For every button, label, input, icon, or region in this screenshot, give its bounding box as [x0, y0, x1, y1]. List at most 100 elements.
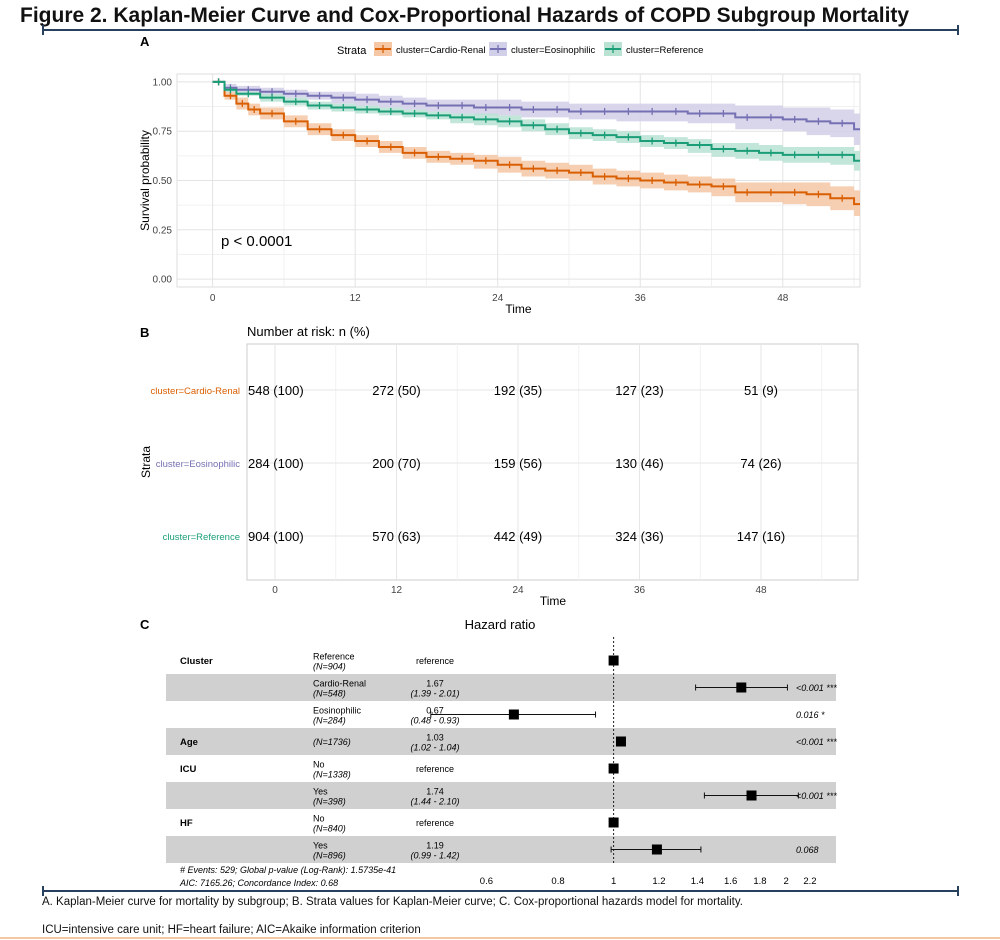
km-curve-eos [212, 80, 860, 131]
forest-n-label: (N=840) [313, 824, 346, 834]
forest-ci: (1.39 - 2.01) [410, 689, 459, 699]
forest-estimate: 1.67 [426, 679, 444, 689]
forest-p-value: 0.068 [796, 845, 819, 855]
top-rule [43, 29, 958, 31]
forest-n-label: (N=284) [313, 716, 346, 726]
forest-x-tick-label: 1.8 [753, 876, 766, 887]
km-x-axis-title: Time [505, 302, 532, 316]
km-y-tick-label: 0.50 [153, 176, 173, 187]
panel-label-c: C [140, 617, 150, 632]
risk-cell: 200 (70) [372, 456, 420, 471]
km-y-tick-label: 1.00 [153, 77, 173, 88]
caption-panels: A. Kaplan-Meier curve for mortality by s… [42, 896, 743, 908]
km-legend-label-cardio: cluster=Cardio-Renal [396, 45, 486, 56]
panel-label-a: A [140, 34, 150, 49]
forest-level-label: Cardio-Renal [313, 679, 366, 689]
risk-cell: 147 (16) [737, 529, 785, 544]
forest-row-band [166, 728, 836, 755]
forest-level-label: No [313, 760, 325, 770]
forest-n-label: (N=904) [313, 662, 346, 672]
forest-footnote-aic: AIC: 7165.26; Concordance Index: 0.68 [179, 878, 338, 888]
km-y-tick-label: 0.00 [153, 275, 173, 286]
forest-level-label: Yes [313, 841, 328, 851]
forest-x-tick-label: 2 [784, 876, 789, 887]
figure-title: Figure 2. Kaplan-Meier Curve and Cox-Pro… [20, 4, 910, 27]
km-p-value-annotation: p < 0.0001 [221, 233, 292, 250]
top-rule-right-cap [957, 25, 959, 35]
risk-table-area [246, 343, 859, 581]
forest-n-label: (N=1736) [313, 737, 351, 747]
km-curve-ref [212, 80, 860, 162]
forest-p-value: <0.001 *** [796, 683, 837, 693]
forest-level-label: No [313, 814, 325, 824]
forest-x-tick-label: 1 [611, 876, 616, 887]
risk-cell: 548 (100) [248, 383, 304, 398]
forest-ci: (0.48 - 0.93) [410, 716, 459, 726]
forest-estimate: reference [416, 764, 454, 774]
risk-cell: 192 (35) [494, 383, 542, 398]
forest-x-tick-label: 1.6 [724, 876, 737, 887]
forest-x-tick-label: 0.6 [480, 876, 493, 887]
km-ci-band-cardio [212, 81, 861, 216]
forest-p-value: 0.016 * [796, 710, 825, 720]
km-y-tick-label: 0.25 [153, 225, 173, 236]
risk-cell: 159 (56) [494, 456, 542, 471]
risk-row-label-eos: cluster=Eosinophilic [156, 459, 240, 470]
risk-table-title: Number at risk: n (%) [247, 324, 370, 339]
risk-cell: 127 (23) [615, 383, 663, 398]
forest-estimate: 1.74 [426, 787, 444, 797]
forest-group-label: HF [180, 818, 193, 829]
km-legend-label-eos: cluster=Eosinophilic [511, 45, 595, 56]
forest-ci: (1.02 - 1.04) [410, 743, 459, 753]
risk-y-axis-title: Strata [139, 446, 153, 478]
forest-point-estimate [651, 844, 662, 855]
top-rule-left-cap [42, 25, 44, 35]
forest-level-label: Eosinophilic [313, 706, 362, 716]
forest-level-label: Reference [313, 652, 355, 662]
risk-x-tick-label: 12 [391, 585, 403, 596]
km-y-tick-label: 0.75 [153, 127, 173, 138]
forest-group-label: Cluster [180, 656, 213, 667]
forest-point-estimate [746, 790, 757, 801]
forest-point-estimate [608, 655, 619, 666]
forest-x-tick-label: 2.2 [803, 876, 816, 887]
risk-cell: 74 (26) [740, 456, 781, 471]
risk-cell: 272 (50) [372, 383, 420, 398]
forest-n-label: (N=548) [313, 689, 346, 699]
risk-cell: 904 (100) [248, 529, 304, 544]
forest-point-estimate [736, 682, 747, 693]
risk-x-tick-label: 0 [272, 585, 278, 596]
forest-point-estimate [615, 736, 626, 747]
forest-x-tick-label: 1.4 [691, 876, 704, 887]
forest-n-label: (N=896) [313, 851, 346, 861]
forest-estimate: 1.19 [426, 841, 444, 851]
forest-group-label: ICU [180, 764, 197, 775]
risk-cell: 51 (9) [744, 383, 778, 398]
forest-point-estimate [608, 763, 619, 774]
forest-x-tick-label: 0.8 [551, 876, 564, 887]
forest-point-estimate [608, 817, 619, 828]
bottom-rule [43, 890, 958, 892]
panel-label-b: B [140, 325, 149, 340]
km-x-tick-label: 12 [350, 293, 362, 304]
risk-cell: 284 (100) [248, 456, 304, 471]
bottom-rule-right-cap [957, 886, 959, 896]
risk-cell: 442 (49) [494, 529, 542, 544]
km-ci-band-eos [212, 81, 861, 145]
forest-estimate: reference [416, 818, 454, 828]
risk-x-tick-label: 48 [755, 585, 767, 596]
forest-estimate: reference [416, 656, 454, 666]
forest-p-value: <0.001 *** [796, 737, 837, 747]
forest-x-tick-label: 1.2 [652, 876, 665, 887]
forest-estimate: 1.03 [426, 733, 444, 743]
forest-point-estimate [508, 709, 519, 720]
forest-title: Hazard ratio [465, 617, 536, 632]
risk-row-label-ref: cluster=Reference [163, 532, 240, 543]
risk-cell: 570 (63) [372, 529, 420, 544]
km-x-tick-label: 0 [210, 293, 216, 304]
km-x-tick-label: 24 [492, 293, 504, 304]
km-x-tick-label: 48 [777, 293, 789, 304]
km-x-tick-label: 36 [635, 293, 647, 304]
forest-n-label: (N=398) [313, 797, 346, 807]
